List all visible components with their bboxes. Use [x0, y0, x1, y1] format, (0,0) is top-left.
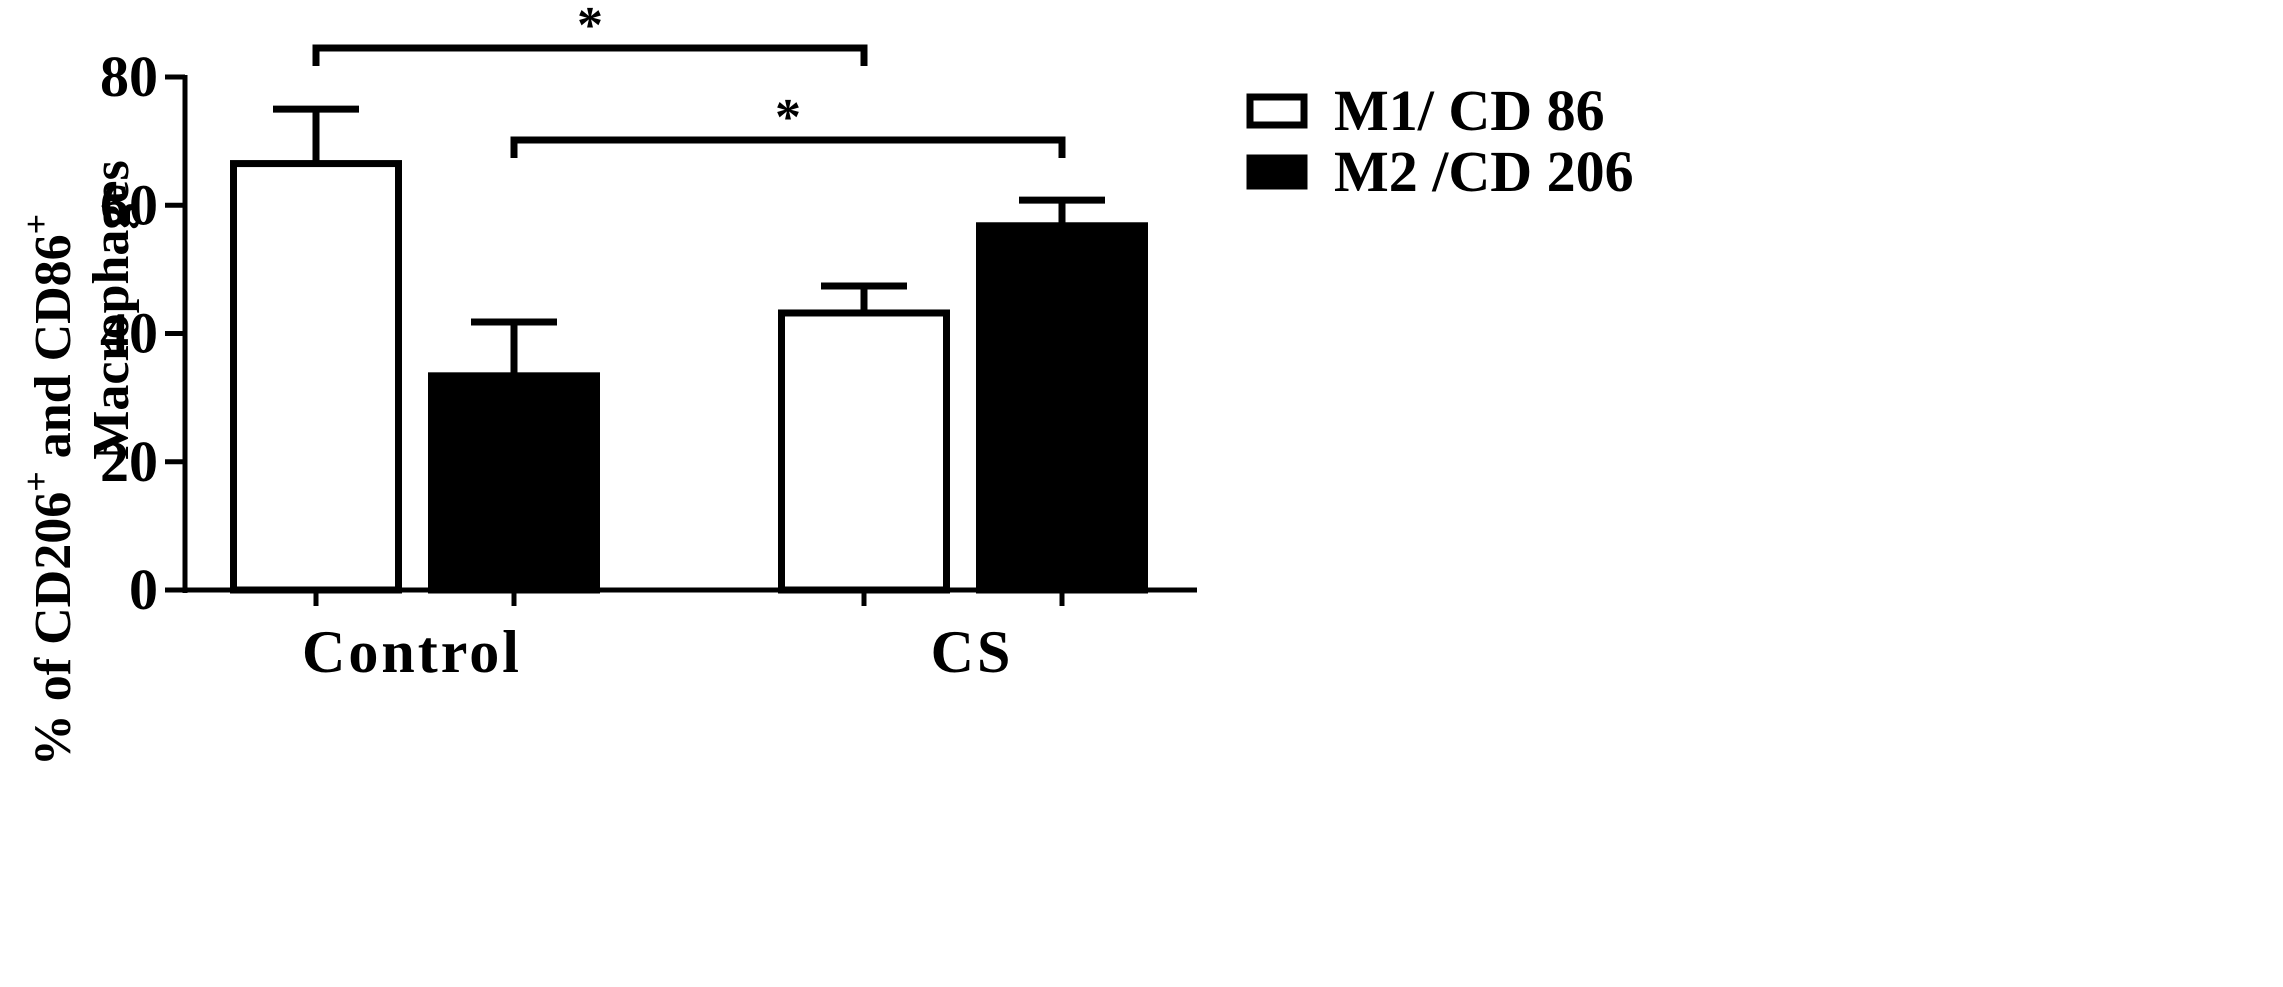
- y-tick-label: 60: [100, 172, 158, 237]
- y-tick-label: 40: [100, 301, 158, 366]
- significance-bracket: [510, 136, 1066, 158]
- legend-swatch: [1246, 93, 1308, 129]
- y-axis-label: % of CD206+ and CD86+: [16, 214, 82, 766]
- y-tick-label: 20: [100, 429, 158, 494]
- bar: [778, 309, 950, 594]
- y-axis-label-part: % of CD206: [25, 492, 82, 766]
- y-axis-label-sup: +: [16, 471, 56, 492]
- legend-label: M2 /CD 206: [1334, 139, 1634, 204]
- significance-star: *: [577, 0, 603, 54]
- significance-brackets: **: [312, 0, 1066, 158]
- y-tick-label: 0: [129, 557, 158, 622]
- significance-bracket: [312, 44, 868, 66]
- bar: [230, 160, 402, 594]
- axes: 0 20 40 60 80 Control CS: [100, 44, 1197, 685]
- bars: [230, 160, 1148, 594]
- error-bars: [273, 105, 1105, 376]
- significance-star: *: [775, 89, 801, 146]
- bar: [428, 372, 600, 594]
- bar: [976, 222, 1148, 594]
- y-axis-label-line2: Macrophages: [83, 160, 140, 459]
- x-category-label: Control: [302, 619, 522, 685]
- legend-label: M1/ CD 86: [1334, 78, 1605, 143]
- y-axis-label-part: and CD86: [25, 234, 82, 471]
- y-tick-label: 80: [100, 44, 158, 109]
- y-axis-label-sup: +: [16, 214, 56, 235]
- legend-swatch: [1246, 154, 1308, 190]
- x-category-label: CS: [931, 619, 1014, 685]
